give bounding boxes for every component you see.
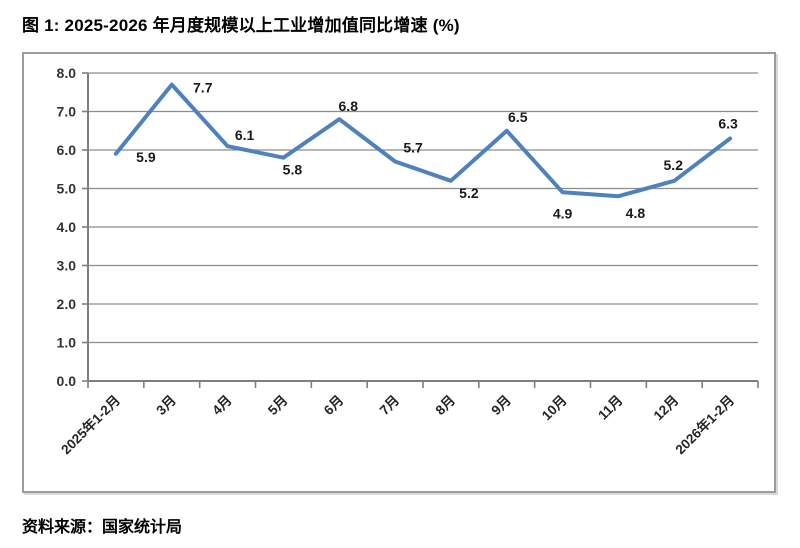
x-tick-label: 8月: [433, 393, 458, 418]
x-tick-label: 2026年1-2月: [672, 392, 737, 457]
x-tick-label: 5月: [265, 393, 290, 418]
data-point-label: 5.8: [283, 162, 303, 178]
data-point-label: 6.8: [339, 98, 359, 114]
data-point-label: 7.7: [193, 80, 213, 96]
x-tick-label: 9月: [488, 393, 513, 418]
x-tick-label: 2025年1-2月: [58, 392, 123, 457]
x-tick-label: 12月: [651, 393, 682, 424]
y-tick-label: 1.0: [57, 335, 77, 351]
data-line: [113, 82, 733, 199]
source-note: 资料来源：国家统计局: [22, 519, 183, 536]
y-tick-label: 6.0: [57, 142, 77, 158]
chart-svg: 0.0 1.0 2.0 3.0 4.0 5.0 6.0 7.0 8.0 2025年1-2月 3月 4月…: [57, 65, 759, 457]
x-tick-label: 11月: [595, 393, 625, 423]
data-point-label: 6.5: [508, 109, 528, 125]
y-tick-label: 8.0: [57, 65, 77, 81]
chart-frame: 0.0 1.0 2.0 3.0 4.0 5.0 6.0 7.0 8.0 2025年1-2月 3月 4月…: [22, 52, 776, 493]
y-tick-label: 4.0: [57, 219, 77, 235]
data-point-label: 4.8: [626, 205, 646, 221]
y-tick-label: 5.0: [57, 181, 77, 197]
data-point-label: 4.9: [553, 205, 573, 221]
gridlines: [88, 72, 758, 344]
data-point-label: 5.9: [136, 149, 156, 165]
data-point-label: 6.3: [718, 115, 738, 131]
data-point-label: 5.2: [664, 157, 684, 173]
x-tick-label: 7月: [377, 393, 402, 418]
data-point-label: 5.7: [403, 140, 423, 156]
x-axis-labels: 2025年1-2月 3月 4月 5月 6月 7月 8月 9月 10月 11月 12月2026年1-2…: [58, 392, 738, 457]
x-tick-label: 4月: [209, 393, 234, 418]
x-tick-label: 6月: [321, 393, 346, 418]
y-tick-label: 7.0: [57, 104, 77, 120]
figure-title: 图 1: 2025-2026 年月度规模以上工业增加值同比增速 (%): [22, 16, 460, 35]
y-tick-label: 0.0: [57, 373, 77, 389]
x-ticks: [87, 381, 759, 388]
x-tick-label: 10月: [539, 393, 570, 424]
y-tick-label: 3.0: [57, 258, 77, 274]
data-point-label: 5.2: [459, 185, 479, 201]
y-axis: 0.0 1.0 2.0 3.0 4.0 5.0 6.0 7.0 8.0: [57, 65, 88, 389]
x-tick-label: 3月: [153, 393, 178, 418]
data-point-label: 6.1: [235, 127, 255, 143]
y-tick-label: 2.0: [57, 296, 77, 312]
data-labels: 5.9 7.7 6.1 5.8 6.8 5.7 5.2 6.5 4.9 4.8 5.2 6.3: [136, 80, 738, 222]
